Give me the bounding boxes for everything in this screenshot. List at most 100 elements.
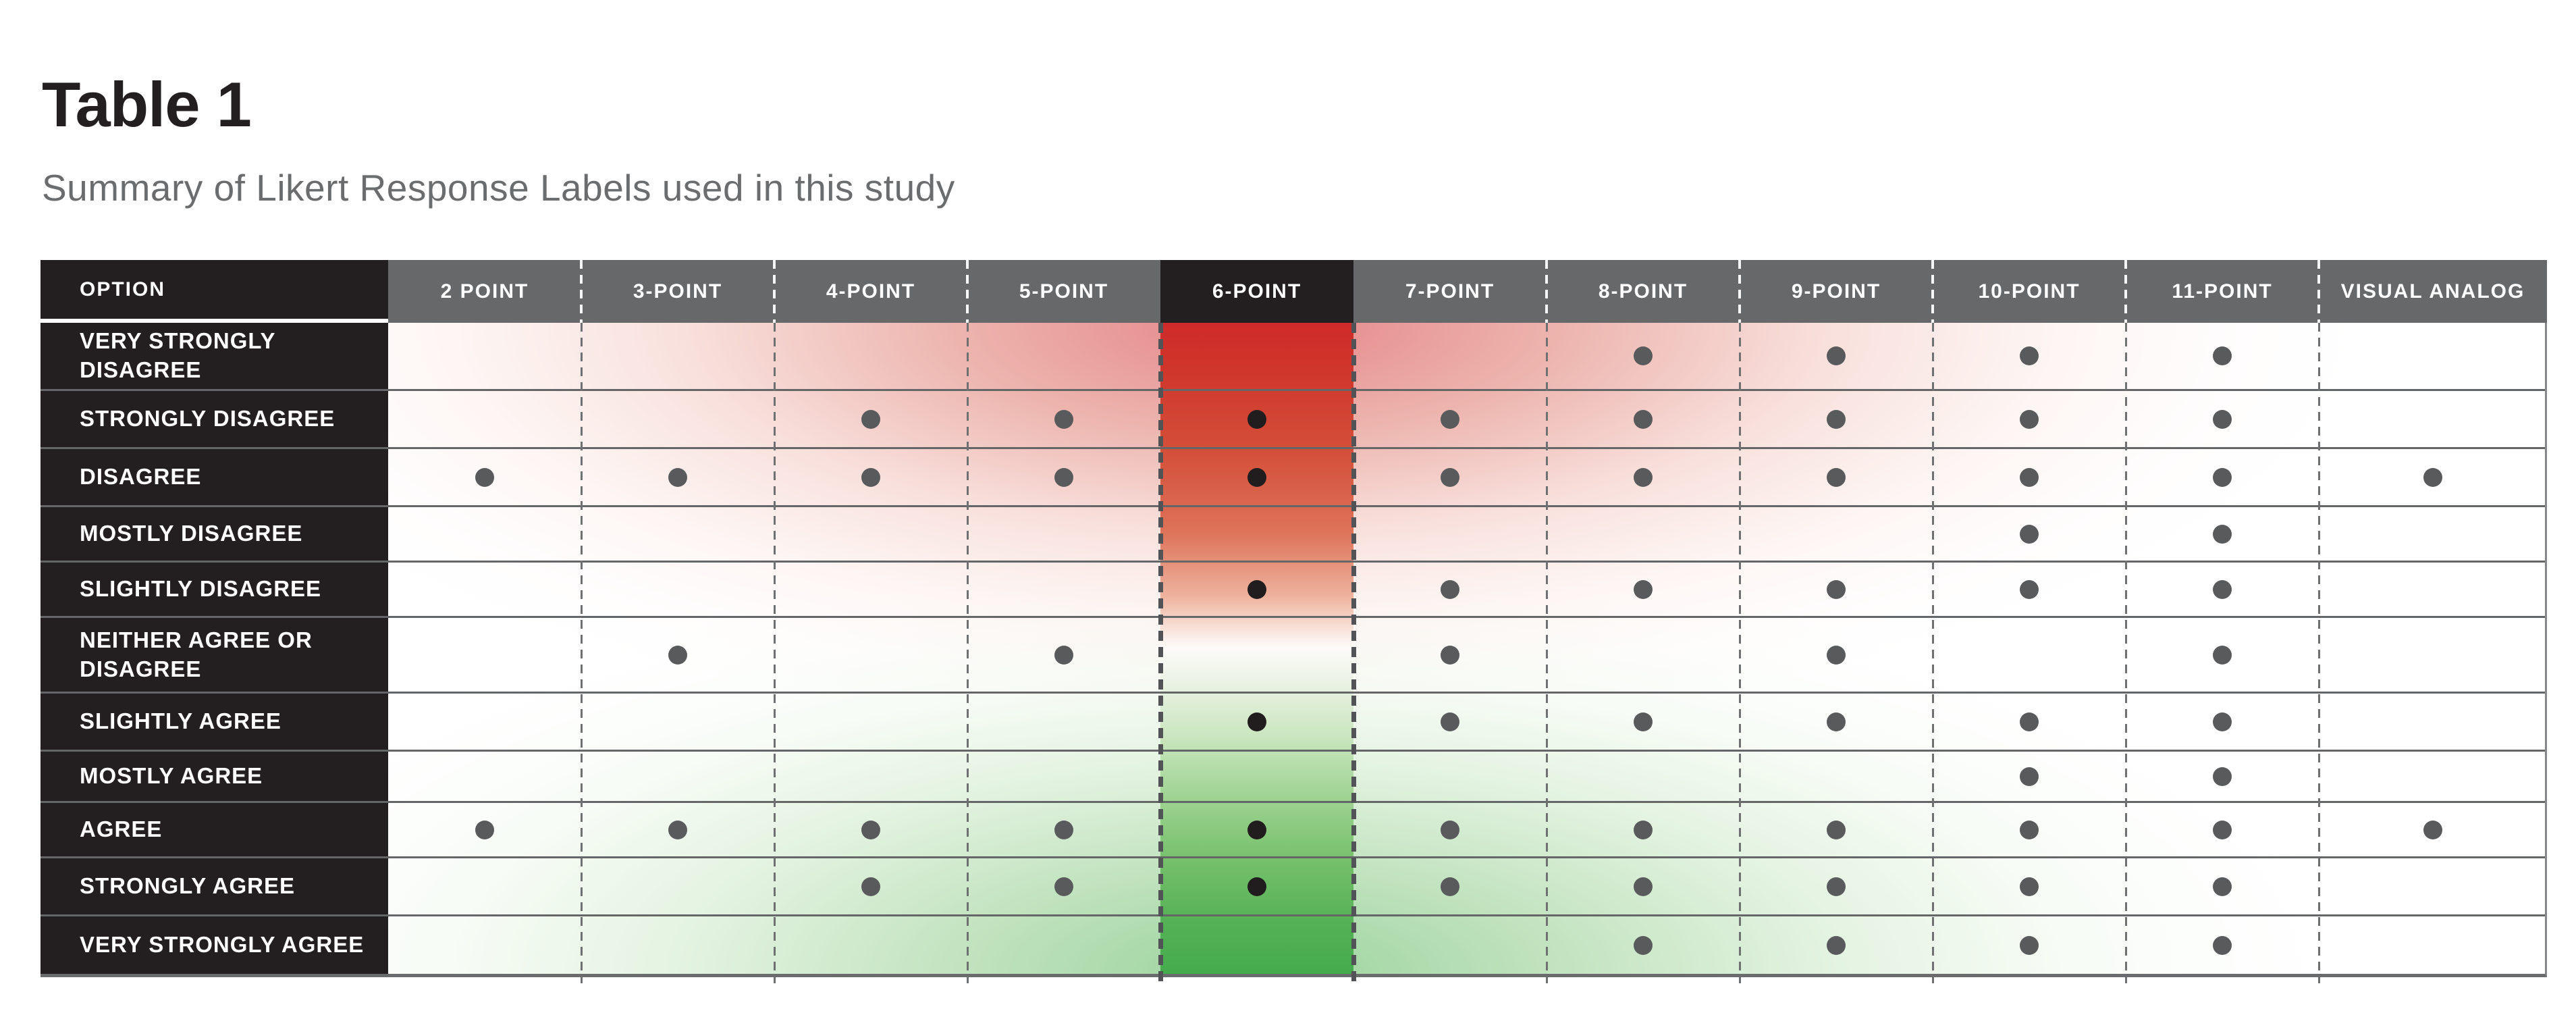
dot-icon bbox=[1634, 935, 1653, 955]
likert-summary-table: OPTION 2 POINT 3-POINT 4-POINT 5-POINT 6… bbox=[41, 260, 2547, 983]
row-label: SLIGHTLY AGREE bbox=[41, 694, 388, 750]
dot-icon bbox=[2423, 467, 2442, 487]
column-separator bbox=[1932, 323, 1934, 983]
likert-cell-8-point bbox=[1547, 563, 1740, 616]
header-column-separator bbox=[2124, 260, 2127, 323]
column-header-8-point: 8-POINT bbox=[1547, 260, 1740, 323]
dot-icon bbox=[2213, 409, 2232, 429]
dot-icon bbox=[1827, 712, 1846, 731]
likert-cell-3-point bbox=[581, 858, 774, 914]
dot-icon bbox=[1247, 467, 1266, 487]
dot-icon bbox=[1441, 467, 1459, 487]
column-header-5-point: 5-POINT bbox=[967, 260, 1160, 323]
likert-cell-4-point bbox=[774, 323, 967, 389]
likert-cell-7-point bbox=[1353, 916, 1547, 974]
likert-cell-2-point bbox=[388, 563, 581, 616]
header-column-separator bbox=[580, 260, 583, 323]
likert-cell-6-point bbox=[1160, 391, 1353, 447]
likert-cell-visual-analog bbox=[2319, 507, 2547, 561]
likert-cell-6-point bbox=[1160, 803, 1353, 856]
dot-icon bbox=[2213, 524, 2232, 544]
likert-cell-11-point bbox=[2126, 618, 2319, 692]
likert-cell-7-point bbox=[1353, 507, 1547, 561]
likert-cell-2-point bbox=[388, 858, 581, 914]
dot-icon bbox=[1054, 645, 1073, 665]
likert-cell-4-point bbox=[774, 449, 967, 505]
likert-cell-4-point bbox=[774, 916, 967, 974]
header-column-separator bbox=[2317, 260, 2320, 323]
likert-cell-visual-analog bbox=[2319, 449, 2547, 505]
likert-cell-10-point bbox=[1933, 618, 2126, 692]
dot-icon bbox=[2020, 579, 2039, 599]
likert-cell-11-point bbox=[2126, 752, 2319, 801]
page-title: Table 1 bbox=[42, 69, 252, 140]
likert-cell-6-point bbox=[1160, 449, 1353, 505]
likert-cell-8-point bbox=[1547, 323, 1740, 389]
page-subtitle: Summary of Likert Response Labels used i… bbox=[42, 167, 955, 209]
likert-cell-6-point bbox=[1160, 563, 1353, 616]
likert-cell-3-point bbox=[581, 449, 774, 505]
dot-icon bbox=[2423, 820, 2442, 839]
dot-icon bbox=[2020, 346, 2039, 365]
dot-icon bbox=[2213, 346, 2232, 365]
dot-icon bbox=[1634, 712, 1653, 731]
likert-cell-5-point bbox=[967, 563, 1160, 616]
row-label: AGREE bbox=[41, 803, 388, 856]
likert-cell-6-point bbox=[1160, 694, 1353, 750]
likert-cell-9-point bbox=[1740, 449, 1933, 505]
likert-cell-10-point bbox=[1933, 507, 2126, 561]
dot-icon bbox=[1827, 935, 1846, 955]
likert-cell-2-point bbox=[388, 391, 581, 447]
likert-cell-4-point bbox=[774, 803, 967, 856]
dot-icon bbox=[1827, 346, 1846, 365]
header-column-separator bbox=[1738, 260, 1741, 323]
dot-icon bbox=[1247, 820, 1266, 839]
column-separator bbox=[1739, 323, 1741, 983]
highlight-column-overlay bbox=[1160, 323, 1353, 974]
likert-cell-10-point bbox=[1933, 752, 2126, 801]
likert-cell-3-point bbox=[581, 563, 774, 616]
table-header-row: OPTION 2 POINT 3-POINT 4-POINT 5-POINT 6… bbox=[41, 260, 2547, 323]
likert-cell-9-point bbox=[1740, 752, 1933, 801]
likert-cell-6-point bbox=[1160, 323, 1353, 389]
likert-cell-3-point bbox=[581, 507, 774, 561]
dot-icon bbox=[1634, 579, 1653, 599]
dot-icon bbox=[1827, 820, 1846, 839]
dot-icon bbox=[861, 467, 880, 487]
column-header-9-point: 9-POINT bbox=[1740, 260, 1933, 323]
likert-cell-8-point bbox=[1547, 391, 1740, 447]
row-label: DISAGREE bbox=[41, 449, 388, 505]
dot-icon bbox=[1634, 409, 1653, 429]
likert-cell-6-point bbox=[1160, 858, 1353, 914]
likert-cell-7-point bbox=[1353, 449, 1547, 505]
likert-cell-5-point bbox=[967, 694, 1160, 750]
table-row: DISAGREE bbox=[41, 447, 2545, 505]
likert-cell-11-point bbox=[2126, 507, 2319, 561]
dot-icon bbox=[2213, 935, 2232, 955]
likert-cell-7-point bbox=[1353, 858, 1547, 914]
likert-cell-11-point bbox=[2126, 858, 2319, 914]
dot-icon bbox=[1441, 820, 1459, 839]
likert-cell-9-point bbox=[1740, 858, 1933, 914]
likert-cell-3-point bbox=[581, 323, 774, 389]
likert-cell-9-point bbox=[1740, 391, 1933, 447]
dot-icon bbox=[1634, 877, 1653, 896]
column-header-option: OPTION bbox=[41, 260, 388, 323]
dot-icon bbox=[861, 409, 880, 429]
likert-cell-2-point bbox=[388, 916, 581, 974]
column-header-3-point: 3-POINT bbox=[581, 260, 774, 323]
likert-cell-11-point bbox=[2126, 563, 2319, 616]
table-row: MOSTLY DISAGREE bbox=[41, 505, 2545, 561]
likert-cell-2-point bbox=[388, 694, 581, 750]
row-label: NEITHER AGREE OR DISAGREE bbox=[41, 618, 388, 692]
dot-icon bbox=[2020, 409, 2039, 429]
dot-icon bbox=[1441, 409, 1459, 429]
table-row: VERY STRONGLY DISAGREE bbox=[41, 323, 2545, 389]
dot-icon bbox=[2213, 467, 2232, 487]
dot-icon bbox=[475, 467, 494, 487]
likert-cell-2-point bbox=[388, 507, 581, 561]
table-row: AGREE bbox=[41, 801, 2545, 856]
likert-cell-5-point bbox=[967, 507, 1160, 561]
column-header-visual-analog: VISUAL ANALOG bbox=[2319, 260, 2547, 323]
likert-cell-2-point bbox=[388, 752, 581, 801]
